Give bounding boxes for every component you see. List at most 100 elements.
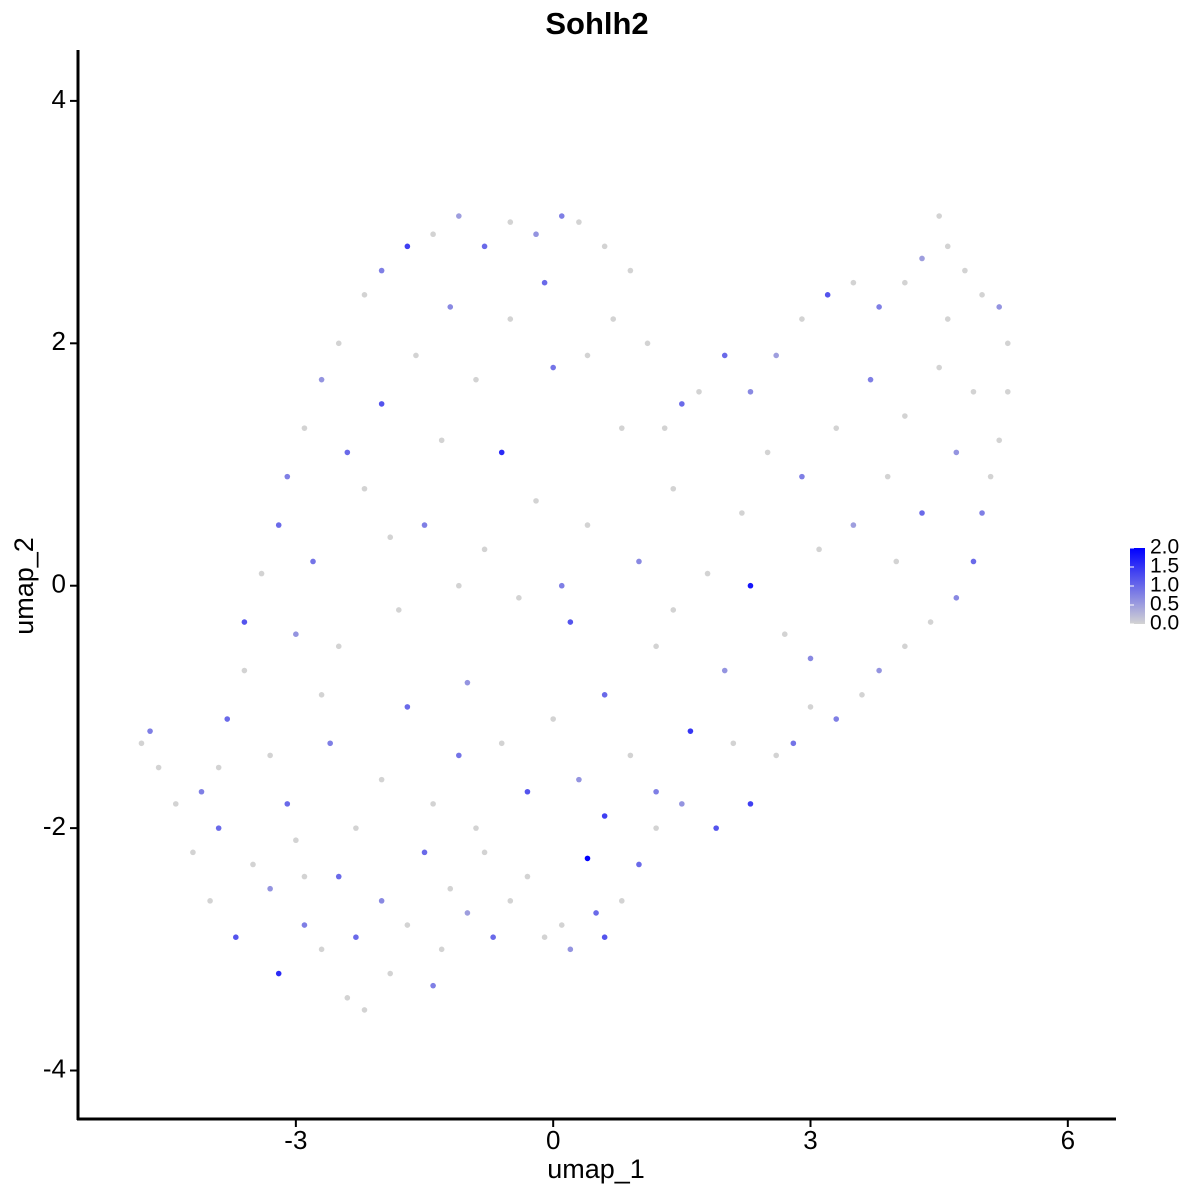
point [996,437,1003,444]
point [962,267,968,274]
point [361,1007,368,1013]
point [721,667,728,674]
point [430,231,436,238]
point [361,292,368,298]
point [996,304,1003,310]
point [824,292,831,298]
point [344,449,351,456]
point [353,934,359,940]
point [679,801,685,807]
y-axis-title: umap_2 [9,537,39,635]
point [876,304,882,310]
point [987,473,994,480]
point [619,898,625,904]
point [207,898,213,904]
point [541,279,548,286]
point [601,243,608,250]
point [584,522,591,528]
point [679,401,685,407]
point [438,437,445,444]
point [636,861,642,868]
point [447,304,454,310]
point [704,570,711,577]
point [215,764,222,771]
point [250,861,256,868]
point [936,213,942,219]
point [172,801,179,807]
point [713,825,719,831]
point [293,631,299,637]
point [198,788,205,795]
point [807,655,814,662]
point [653,788,659,795]
point [335,873,342,880]
point [558,213,565,219]
point [473,376,479,383]
point [318,376,325,383]
point [533,231,539,238]
point [610,316,617,322]
point [601,691,608,698]
point [138,740,145,747]
point [799,473,805,480]
point [464,679,471,686]
point [781,631,788,637]
y-tick-label: 2 [52,326,66,356]
point [430,982,436,989]
point [413,352,419,359]
point [927,619,934,625]
point [327,740,333,747]
point [747,582,754,589]
point [438,946,445,953]
point [730,740,737,747]
point [430,801,436,807]
point [936,364,942,371]
point [550,716,556,722]
colorbar-label: 1.0 [1150,574,1179,597]
point [944,243,951,250]
point [696,388,702,395]
point [558,922,565,928]
point [576,776,582,783]
point [301,922,308,928]
point [241,667,248,674]
point [670,607,677,613]
point [524,873,531,880]
point [627,752,634,759]
point [507,219,514,225]
point [275,522,282,528]
point [807,704,814,710]
y-tick-label: 0 [52,569,66,599]
point [456,213,462,219]
point [627,267,634,274]
point [919,255,925,262]
point [653,825,659,831]
colorbar-label: 0.0 [1150,612,1179,635]
point [944,316,951,322]
point [902,643,908,650]
point [473,825,479,831]
point [970,558,977,565]
point [387,534,394,541]
chart-title: Sohlh2 [545,6,648,41]
point [953,449,960,456]
point [421,849,428,856]
point [395,607,402,613]
y-tick-label: -4 [43,1053,66,1083]
point [344,994,351,1001]
point [653,643,659,650]
point [567,619,574,625]
point [190,849,196,856]
point [859,691,865,698]
point [481,849,488,856]
point [601,934,608,940]
point [919,510,925,516]
point [567,946,574,953]
point [524,788,531,795]
point [799,316,805,322]
point [721,352,728,359]
point [764,449,771,456]
point [293,837,299,844]
point [516,595,522,601]
point [404,704,411,710]
